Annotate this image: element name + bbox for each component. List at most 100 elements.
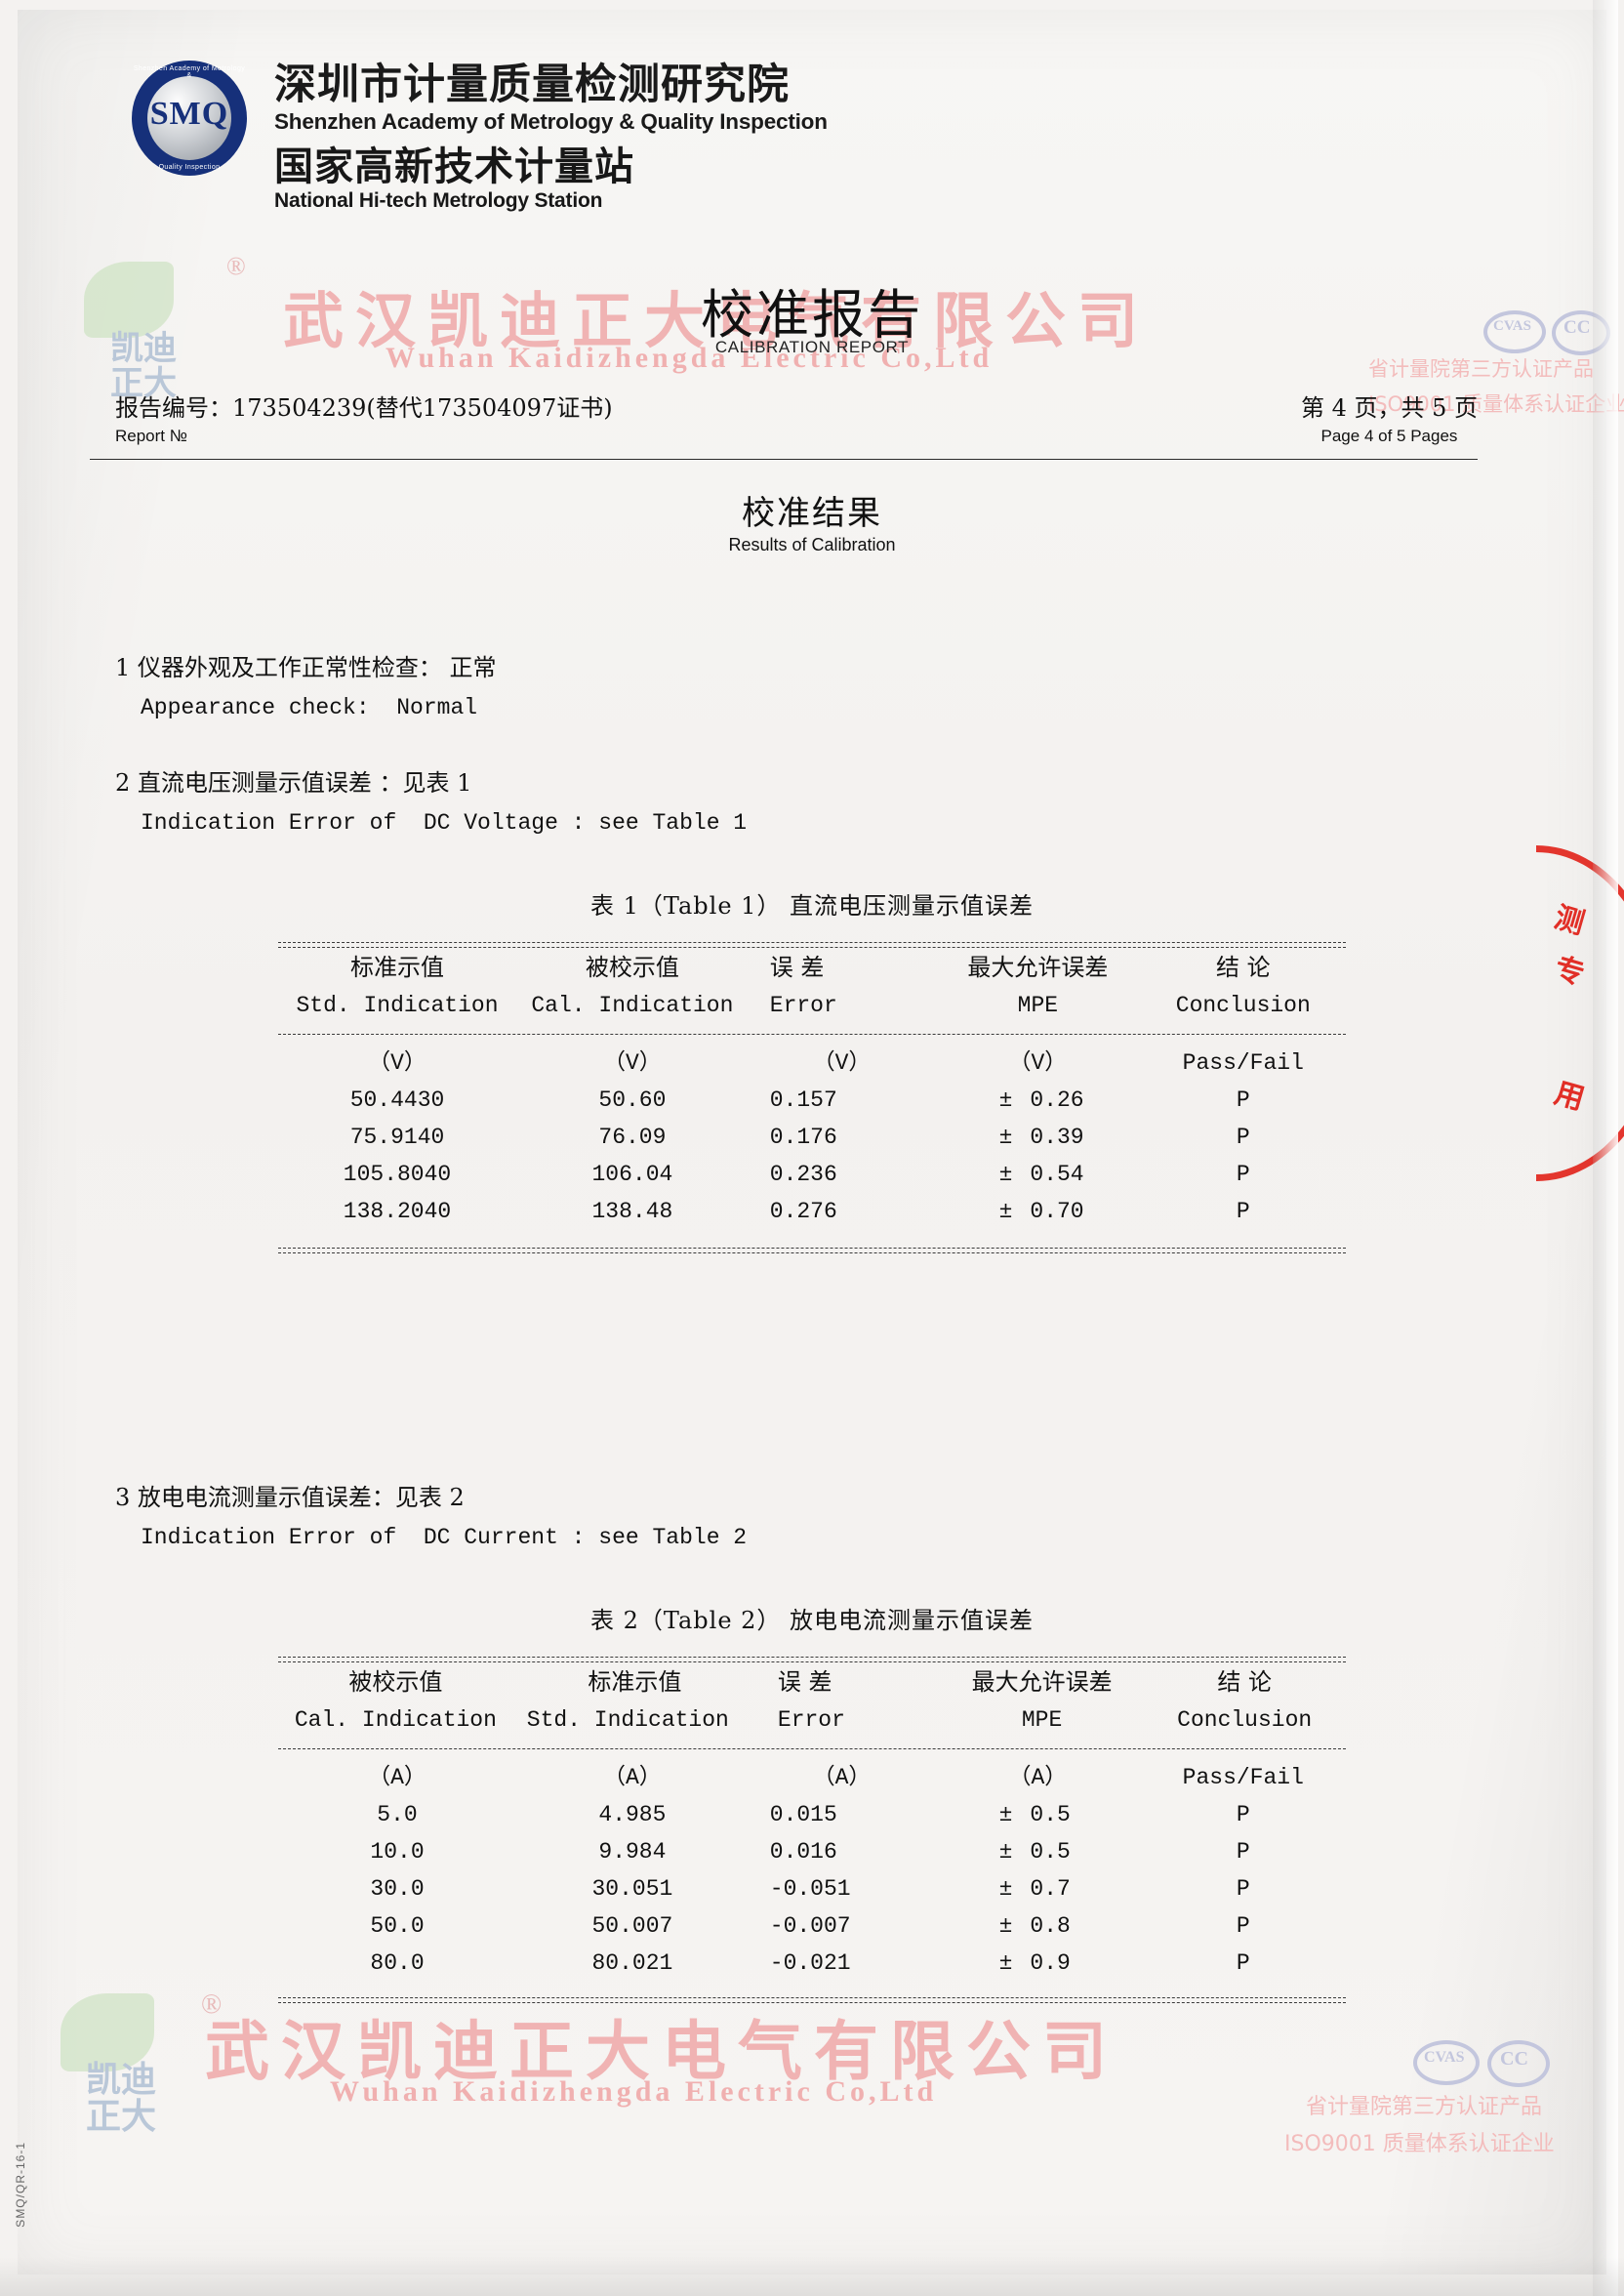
table-2-caption: 表 2（Table 2） 放电电流测量示值误差 — [589, 1607, 1035, 1634]
item-3-cn: 3 放电电流测量示值误差：见表 2 — [115, 1484, 465, 1511]
table-1-top-rule — [278, 942, 1346, 948]
item-dc-current: 3 放电电流测量示值误差：见表 2 Indication Error of DC… — [115, 1486, 747, 1549]
letterhead-text-block: 深圳市计量质量检测研究院 Shenzhen Academy of Metrolo… — [274, 64, 828, 211]
table-1-units-row: （V） （V） （V） （V） Pass/Fail — [278, 1045, 1346, 1082]
th-cn-2: 被校示值 — [585, 954, 679, 981]
mpe-value: 0.7 — [1030, 1876, 1071, 1902]
mpe-sign: ± — [998, 1162, 1013, 1187]
mpe-value: 0.9 — [1030, 1950, 1071, 1976]
cell-conclusion: P — [1236, 1125, 1250, 1150]
cell-mpe: ±0.9 — [935, 1945, 1140, 1982]
logo-arc-bottom-text: Quality Inspection — [158, 164, 221, 171]
section-title-cn: 校准结果 — [742, 494, 882, 533]
logo-globe — [147, 76, 231, 160]
mpe-sign: ± — [998, 1125, 1013, 1150]
report-number-block: 报告编号：173504239(替代173504097证书) Report № — [115, 389, 613, 446]
th-cn-3: 误 差 — [777, 1668, 832, 1696]
cell-error: 0.016 — [769, 1839, 837, 1865]
cell-std-indication: 138.2040 — [343, 1199, 452, 1224]
cell-cal-indication: 30.0 — [370, 1876, 425, 1902]
cell-cal-indication: 50.60 — [598, 1087, 667, 1113]
cell-cal-indication: 5.0 — [377, 1802, 418, 1827]
table-2-mid-rule — [278, 1748, 1346, 1749]
cell-std-indication: 30.051 — [591, 1876, 673, 1902]
th-cn-1: 标准示值 — [350, 954, 445, 981]
cell-conclusion: P — [1236, 1839, 1250, 1865]
form-code-sidebar: SMQ/QR-16-1 — [14, 2142, 27, 2228]
document-title-cn: 校准报告 — [701, 284, 923, 346]
cell-cal-indication: 106.04 — [591, 1162, 673, 1187]
cell-mpe: ±0.7 — [935, 1870, 1140, 1907]
cell-error: -0.021 — [769, 1950, 851, 1976]
cell-cal-indication: 80.0 — [370, 1950, 425, 1976]
mpe-value: 0.8 — [1030, 1913, 1071, 1939]
cell-mpe: ±0.5 — [935, 1796, 1140, 1833]
unit-4: （A） — [1008, 1765, 1068, 1790]
table-1-mid-rule — [278, 1034, 1346, 1035]
table-2-header-row-en: Cal. Indication Std. Indication Error MP… — [278, 1702, 1346, 1739]
th-en-5: Conclusion — [1175, 993, 1311, 1018]
cell-std-indication: 4.985 — [598, 1802, 667, 1827]
item-3-en: Indication Error of DC Current : see Tab… — [141, 1525, 748, 1550]
document-title-en: CALIBRATION REPORT — [714, 338, 910, 356]
cell-conclusion: P — [1236, 1802, 1250, 1827]
table-2: 表 2（Table 2） 放电电流测量示值误差 被校示值 标准示值 误 差 最大… — [0, 1601, 1624, 2003]
cell-conclusion: P — [1236, 1087, 1250, 1113]
unit-3: （V） — [812, 1050, 872, 1076]
table-1-body: （V） （V） （V） （V） Pass/Fail 50.4430 50.60 … — [278, 1045, 1346, 1230]
mpe-value: 0.70 — [1030, 1199, 1084, 1224]
table-2-units-row: （A） （A） （A） （A） Pass/Fail — [278, 1759, 1346, 1796]
cell-error: 0.276 — [769, 1199, 837, 1224]
table-1: 表 1（Table 1） 直流电压测量示值误差 标准示值 被校示值 误 差 最大… — [0, 886, 1624, 1253]
mpe-value: 0.39 — [1030, 1125, 1084, 1150]
station-name-cn: 国家高新技术计量站 — [274, 144, 634, 189]
cell-cal-indication: 50.0 — [370, 1913, 425, 1939]
page-number-block: 第 4 页，共 5 页 Page 4 of 5 Pages — [1301, 389, 1478, 446]
th-cn-3: 误 差 — [769, 954, 825, 981]
cell-conclusion: P — [1236, 1950, 1250, 1976]
mpe-sign: ± — [998, 1950, 1013, 1976]
table-2-body: （A） （A） （A） （A） Pass/Fail 5.0 4.985 0.01… — [278, 1759, 1346, 1982]
paper-background — [18, 10, 1606, 2275]
th-cn-2: 标准示值 — [588, 1668, 682, 1696]
th-en-5: Conclusion — [1177, 1707, 1313, 1733]
cell-error: 0.236 — [769, 1162, 837, 1187]
cell-std-indication: 50.4430 — [349, 1087, 445, 1113]
cell-conclusion: P — [1236, 1199, 1250, 1224]
table-2-top-rule — [278, 1657, 1346, 1662]
table-row: 10.0 9.984 0.016 ±0.5 P — [278, 1833, 1346, 1870]
th-en-1: Std. Indication — [296, 993, 499, 1018]
cell-error: 0.015 — [769, 1802, 837, 1827]
table-2-bottom-rule — [278, 1997, 1346, 2003]
cell-mpe: ±0.8 — [935, 1907, 1140, 1945]
cell-cal-indication: 76.09 — [598, 1125, 667, 1150]
unit-5: Pass/Fail — [1182, 1765, 1304, 1790]
unit-1: （V） — [368, 1050, 426, 1076]
logo-arc-top-text: Shenzhen Academy of Metrology & — [133, 65, 246, 79]
cell-std-indication: 80.021 — [591, 1950, 673, 1976]
table-1-head: 标准示值 被校示值 误 差 最大允许误差 结 论 Std. Indication… — [278, 948, 1346, 1024]
mpe-value: 0.26 — [1030, 1087, 1084, 1113]
smq-logo-icon: Shenzhen Academy of Metrology & Quality … — [132, 61, 247, 176]
item-dc-voltage: 2 直流电压测量示值误差 ：见表 1 Indication Error of D… — [115, 771, 747, 835]
org-name-en: Shenzhen Academy of Metrology & Quality … — [274, 109, 828, 134]
cell-error: 0.176 — [769, 1125, 837, 1150]
report-number-cn: 报告编号：173504239(替代173504097证书) — [115, 394, 613, 422]
cell-conclusion: P — [1236, 1162, 1250, 1187]
cell-cal-indication: 10.0 — [370, 1839, 425, 1865]
table-row: 75.9140 76.09 0.176 ±0.39 P — [278, 1119, 1346, 1156]
mpe-value: 0.5 — [1030, 1802, 1071, 1827]
cell-mpe: ±0.70 — [935, 1193, 1140, 1230]
th-en-4: MPE — [1017, 993, 1059, 1018]
page-number-cn: 第 4 页，共 5 页 — [1300, 394, 1478, 422]
cell-cal-indication: 138.48 — [591, 1199, 673, 1224]
unit-4: （V） — [1008, 1050, 1068, 1076]
logo-smq-text: SMQ — [149, 96, 229, 132]
cell-std-indication: 105.8040 — [343, 1162, 452, 1187]
cell-error: 0.157 — [769, 1087, 837, 1113]
section-title-en: Results of Calibration — [728, 535, 896, 554]
item-2-cn: 2 直流电压测量示值误差 ：见表 1 — [115, 769, 472, 797]
org-name-cn: 深圳市计量质量检测研究院 — [274, 61, 790, 109]
item-2-en: Indication Error of DC Voltage : see Tab… — [141, 810, 748, 836]
